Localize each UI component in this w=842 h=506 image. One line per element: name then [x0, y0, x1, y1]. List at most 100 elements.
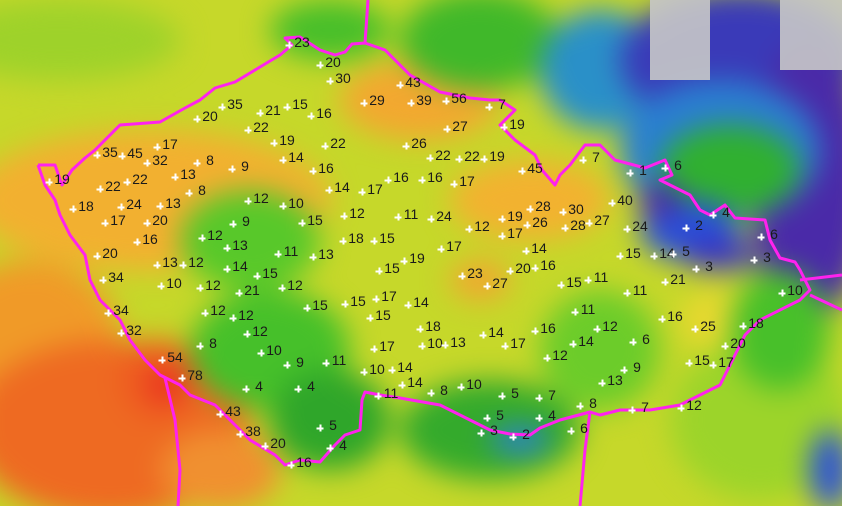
station-value: 22 [253, 119, 269, 135]
station-marker-icon [535, 414, 543, 422]
station-value: 16 [393, 169, 409, 185]
station-value: 18 [425, 318, 441, 334]
station-value: 27 [452, 118, 468, 134]
station-marker-icon [396, 81, 404, 89]
station-value: 10 [787, 282, 803, 298]
station-value: 24 [436, 208, 452, 224]
station-value: 5 [496, 407, 504, 423]
station-marker-icon [608, 199, 616, 207]
country-border [36, 0, 842, 506]
station-value: 16 [667, 308, 683, 324]
station-value: 9 [242, 213, 250, 229]
station-value: 11 [283, 243, 299, 259]
station-value: 17 [381, 288, 397, 304]
station-marker-icon [477, 429, 485, 437]
station-value: 15 [384, 260, 400, 276]
station-marker-icon [685, 359, 693, 367]
station-marker-icon [404, 301, 412, 309]
station-value: 12 [253, 190, 269, 206]
station-marker-icon [498, 392, 506, 400]
station-value: 12 [349, 205, 365, 221]
station-value: 34 [113, 302, 129, 318]
station-value: 32 [126, 322, 142, 338]
station-marker-icon [523, 221, 531, 229]
station-marker-icon [498, 215, 506, 223]
station-marker-icon [244, 197, 252, 205]
station-value: 17 [446, 238, 462, 254]
station-marker-icon [223, 244, 231, 252]
station-marker-icon [407, 99, 415, 107]
station-value: 22 [330, 135, 346, 151]
station-marker-icon [585, 219, 593, 227]
station-marker-icon [561, 224, 569, 232]
station-value: 29 [369, 92, 385, 108]
station-value: 32 [152, 152, 168, 168]
station-marker-icon [193, 115, 201, 123]
station-value: 22 [132, 171, 148, 187]
station-value: 5 [329, 417, 337, 433]
station-value: 10 [266, 342, 282, 358]
station-marker-icon [579, 156, 587, 164]
station-marker-icon [682, 224, 690, 232]
station-marker-icon [620, 366, 628, 374]
station-value: 11 [580, 301, 596, 317]
station-marker-icon [465, 225, 473, 233]
station-value: 3 [705, 258, 713, 274]
station-value: 26 [532, 214, 548, 230]
station-value: 7 [548, 387, 556, 403]
station-value: 43 [225, 403, 241, 419]
station-marker-icon [287, 461, 295, 469]
station-value: 8 [589, 395, 597, 411]
station-marker-icon [650, 252, 658, 260]
station-marker-icon [156, 202, 164, 210]
station-marker-icon [626, 169, 634, 177]
station-marker-icon [316, 424, 324, 432]
station-value: 13 [162, 254, 178, 270]
station-value: 17 [162, 136, 178, 152]
station-marker-icon [133, 238, 141, 246]
station-marker-icon [543, 354, 551, 362]
station-value: 19 [279, 132, 295, 148]
station-value: 35 [102, 144, 118, 160]
station-marker-icon [370, 237, 378, 245]
station-value: 27 [594, 212, 610, 228]
station-marker-icon [270, 139, 278, 147]
station-value: 17 [507, 225, 523, 241]
station-marker-icon [358, 188, 366, 196]
station-value: 22 [435, 147, 451, 163]
station-value: 8 [440, 382, 448, 398]
station-value: 4 [255, 378, 263, 394]
station-marker-icon [483, 282, 491, 290]
station-value: 16 [427, 169, 443, 185]
station-marker-icon [427, 389, 435, 397]
station-marker-icon [623, 225, 631, 233]
station-value: 43 [405, 74, 421, 90]
station-value: 6 [642, 331, 650, 347]
station-marker-icon [559, 208, 567, 216]
station-value: 7 [498, 96, 506, 112]
station-value: 12 [552, 347, 568, 363]
station-marker-icon [518, 167, 526, 175]
station-marker-icon [309, 167, 317, 175]
station-marker-icon [185, 189, 193, 197]
station-marker-icon [584, 276, 592, 284]
station-marker-icon [229, 220, 237, 228]
station-value: 28 [570, 217, 586, 233]
station-marker-icon [623, 289, 631, 297]
station-marker-icon [442, 97, 450, 105]
station-value: 21 [244, 282, 260, 298]
station-value: 54 [167, 349, 183, 365]
station-value: 5 [511, 385, 519, 401]
station-marker-icon [341, 300, 349, 308]
station-value: 15 [694, 352, 710, 368]
station-marker-icon [294, 385, 302, 393]
station-value: 10 [466, 376, 482, 392]
station-marker-icon [531, 327, 539, 335]
station-marker-icon [283, 361, 291, 369]
station-marker-icon [778, 289, 786, 297]
station-marker-icon [535, 394, 543, 402]
station-marker-icon [739, 322, 747, 330]
station-value: 12 [207, 227, 223, 243]
station-marker-icon [526, 205, 534, 213]
